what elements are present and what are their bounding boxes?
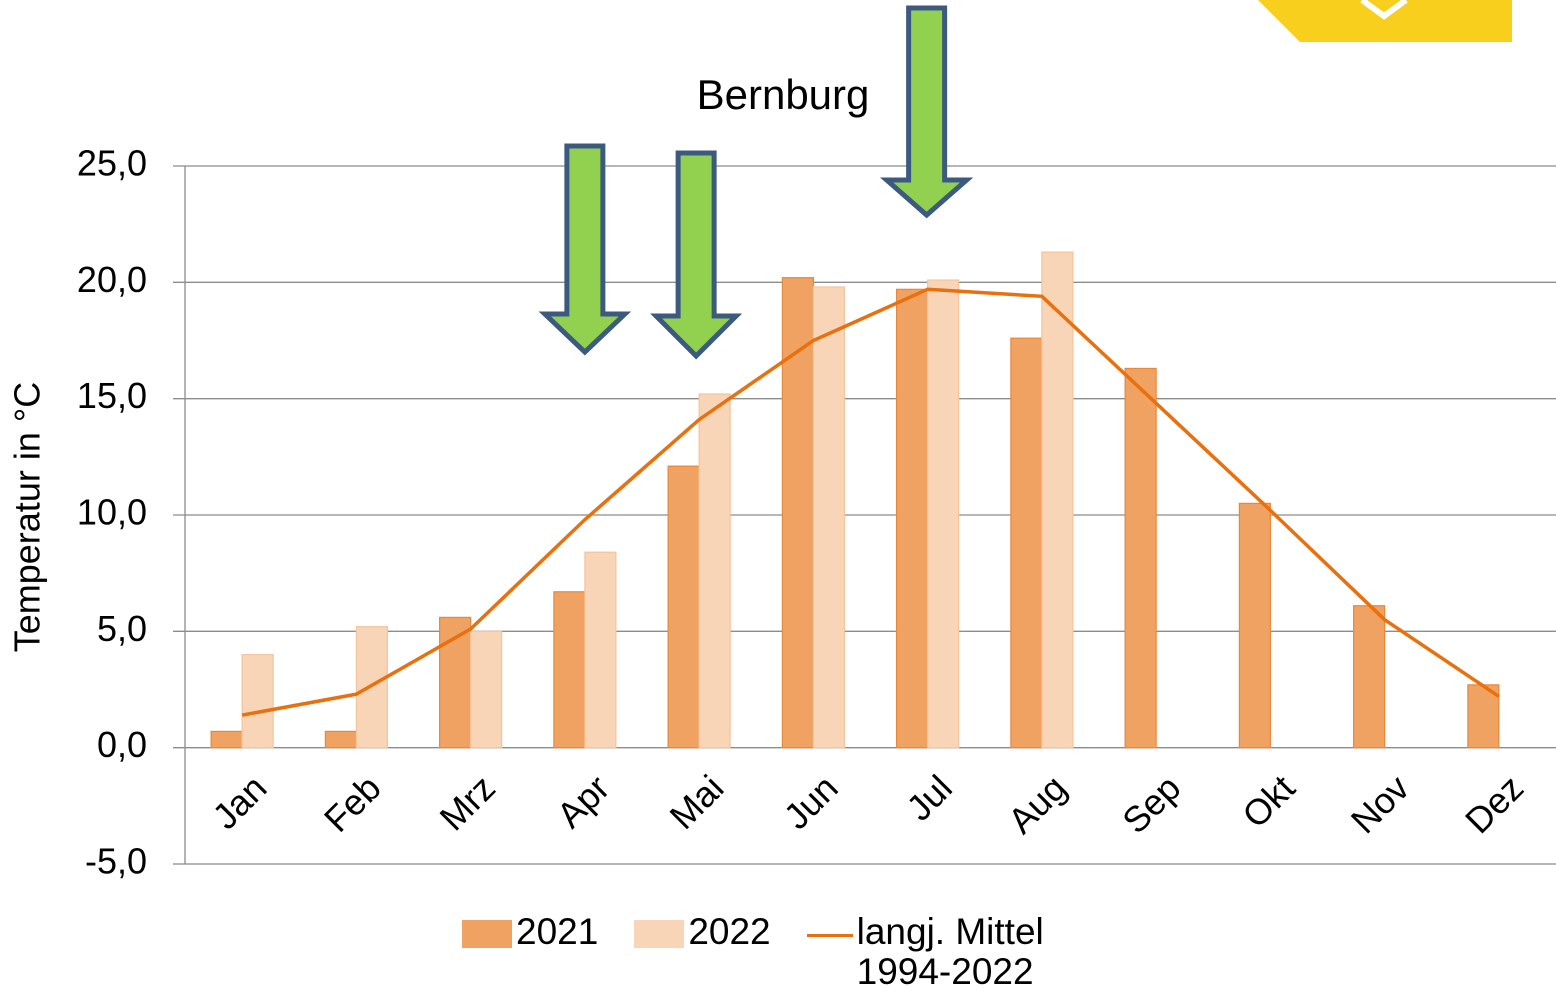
bar [1124,367,1157,749]
y-tick-label: -5,0 [85,841,147,882]
legend-label: langj. Mittel 1994-2022 [856,911,1044,992]
bar [1353,605,1386,749]
bar [241,653,274,749]
x-tick-label: Dez [1457,767,1531,841]
legend-swatch [806,934,853,937]
arrows [538,5,974,360]
logo-mark [1360,0,1408,20]
x-tick-label: Jul [898,767,960,829]
bar [584,551,617,749]
y-axis-label: Temperatur in °C [7,382,48,653]
bar [553,591,586,749]
arrow [538,143,632,356]
x-tick-label: Jun [776,767,846,837]
x-tick-label: Jan [204,767,274,837]
legend: 2021 2022 langj. Mittel 1994-2022 [462,912,1080,992]
bar [896,288,929,749]
x-tick-label: Nov [1343,767,1417,841]
bar [781,277,814,749]
x-tick-label: Mai [661,767,731,837]
bar [1467,684,1500,749]
y-tick-label: 20,0 [77,259,147,300]
bar [470,630,503,749]
bar [210,730,243,749]
x-tick-label: Okt [1234,767,1303,836]
arrow [650,150,743,360]
bar [1010,337,1043,749]
bar [812,286,845,749]
bar [1238,502,1271,749]
y-tick-label: 25,0 [77,143,147,184]
annotation: Bernburg [697,71,870,118]
x-tick-label: Sep [1114,767,1188,841]
logo [1258,0,1512,42]
x-tick-label: Feb [316,767,389,840]
y-tick-label: 5,0 [97,608,147,649]
x-tick-label: Aug [1000,767,1074,841]
x-tick-label: Mrz [432,767,503,838]
legend-swatch [634,920,685,948]
arrow [879,5,974,219]
line-series [241,287,1500,717]
y-tick-label: 0,0 [97,724,147,765]
bar [324,730,357,749]
y-tick-label: 15,0 [77,375,147,416]
y-tick-label: 10,0 [77,492,147,533]
bar [667,465,700,749]
legend-label: 2021 [516,911,599,952]
bar [927,279,960,749]
x-tick-label: Apr [549,767,618,836]
legend-item: langj. Mittel 1994-2022 [806,911,1044,992]
legend-label: 2022 [688,911,771,952]
bar [698,393,731,749]
legend-item: 2022 [634,911,771,992]
bar [1041,251,1074,749]
legend-item: 2021 [462,912,598,992]
legend-swatch [462,920,512,948]
bar [355,626,388,749]
